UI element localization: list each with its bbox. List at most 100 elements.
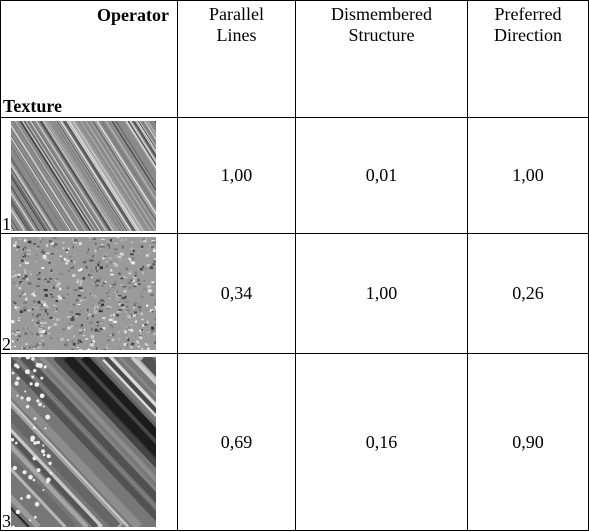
texture-stroke — [80, 341, 82, 343]
texture-stroke — [32, 308, 33, 310]
texture-stroke — [30, 436, 35, 441]
texture-stroke — [36, 274, 38, 276]
texture-stroke — [94, 281, 96, 284]
texture-stroke — [48, 462, 51, 465]
texture-label: Texture — [3, 96, 62, 117]
texture-stroke — [118, 348, 122, 350]
texture-stroke — [66, 302, 69, 304]
texture-stroke — [50, 269, 52, 272]
texture-stroke — [121, 318, 123, 320]
texture-cell: 2 — [1, 234, 178, 354]
texture-stroke — [62, 318, 64, 319]
texture-stroke — [78, 294, 81, 296]
texture-stroke — [33, 300, 35, 303]
texture-stroke — [53, 312, 56, 314]
texture-stroke — [73, 246, 74, 249]
texture-stroke — [15, 334, 17, 335]
texture-stroke — [110, 269, 112, 272]
texture-stroke — [54, 243, 57, 245]
texture-stroke — [113, 314, 115, 317]
texture-stroke — [129, 324, 133, 326]
texture-stroke — [33, 243, 35, 245]
texture-stroke — [150, 294, 154, 296]
texture-stroke — [37, 246, 40, 248]
texture-stroke — [143, 288, 146, 290]
texture-stroke — [97, 325, 99, 327]
texture-stroke — [70, 265, 73, 267]
value-cell: 1,00 — [468, 118, 589, 234]
texture-stroke — [106, 292, 108, 294]
texture-stroke — [44, 309, 47, 311]
texture-stroke — [37, 337, 40, 338]
texture-stroke — [92, 276, 93, 278]
texture-stroke — [40, 393, 45, 398]
texture-stroke — [53, 245, 55, 247]
texture-stroke — [96, 347, 98, 350]
texture-stroke — [96, 279, 100, 281]
texture-stroke — [146, 237, 147, 239]
column-header: Dismembered Structure — [296, 1, 468, 118]
texture-stroke — [120, 284, 123, 285]
texture-stroke — [130, 346, 132, 348]
texture-stroke — [32, 346, 34, 348]
texture-stroke — [70, 318, 74, 321]
texture-stroke — [11, 320, 14, 323]
texture-stroke — [93, 255, 94, 258]
texture-stroke — [42, 301, 46, 304]
texture-stroke — [63, 247, 65, 249]
texture-stroke — [152, 332, 153, 334]
texture-stroke — [39, 325, 41, 327]
texture-stroke — [70, 304, 72, 306]
texture-stroke — [134, 320, 135, 321]
texture-stroke — [94, 250, 96, 253]
texture-stroke — [114, 243, 117, 244]
texture-stroke — [112, 298, 113, 300]
texture-stroke — [23, 309, 26, 311]
value-cell: 1,00 — [178, 118, 296, 234]
texture-stroke — [34, 382, 39, 387]
results-table: Operator Texture Parallel Lines Dismembe… — [0, 0, 589, 531]
texture-stroke — [49, 242, 52, 243]
texture-stroke — [90, 328, 92, 329]
texture-stroke — [91, 312, 92, 313]
texture-stroke — [15, 442, 18, 445]
texture-stroke — [35, 346, 37, 347]
texture-stroke — [23, 301, 27, 303]
texture-stroke — [29, 346, 30, 348]
texture-stroke — [24, 239, 26, 241]
texture-stroke — [42, 444, 44, 446]
texture-stroke — [108, 258, 112, 259]
texture-stroke — [32, 320, 34, 321]
texture-stroke — [139, 336, 142, 337]
texture-stroke — [115, 286, 118, 287]
texture-stroke — [137, 279, 140, 282]
texture-stroke — [77, 304, 80, 305]
texture-stroke — [76, 315, 77, 317]
texture-stroke — [121, 276, 123, 277]
texture-stroke — [52, 317, 54, 320]
texture-stroke — [63, 329, 66, 331]
texture-stroke — [17, 511, 20, 514]
texture-stroke — [41, 326, 44, 327]
texture-stroke — [103, 258, 105, 260]
texture-stroke — [58, 297, 62, 300]
texture-stroke — [86, 304, 89, 306]
texture-stroke — [116, 314, 119, 316]
texture-stroke — [33, 291, 35, 294]
texture-stroke — [30, 382, 33, 385]
texture-stroke — [122, 324, 123, 326]
texture-stroke — [33, 442, 35, 444]
texture-stroke — [114, 249, 117, 250]
texture-stroke — [138, 249, 139, 252]
texture-stroke — [47, 281, 50, 283]
texture-stroke — [131, 261, 134, 264]
texture-stroke — [88, 314, 90, 316]
texture-stroke — [105, 253, 107, 256]
texture-stroke — [126, 238, 127, 240]
texture-stroke — [154, 303, 156, 304]
texture-stroke — [106, 265, 108, 267]
texture-stroke — [86, 251, 88, 253]
texture-stroke — [85, 266, 87, 269]
texture-stroke — [138, 283, 141, 285]
texture-stroke — [88, 248, 89, 251]
